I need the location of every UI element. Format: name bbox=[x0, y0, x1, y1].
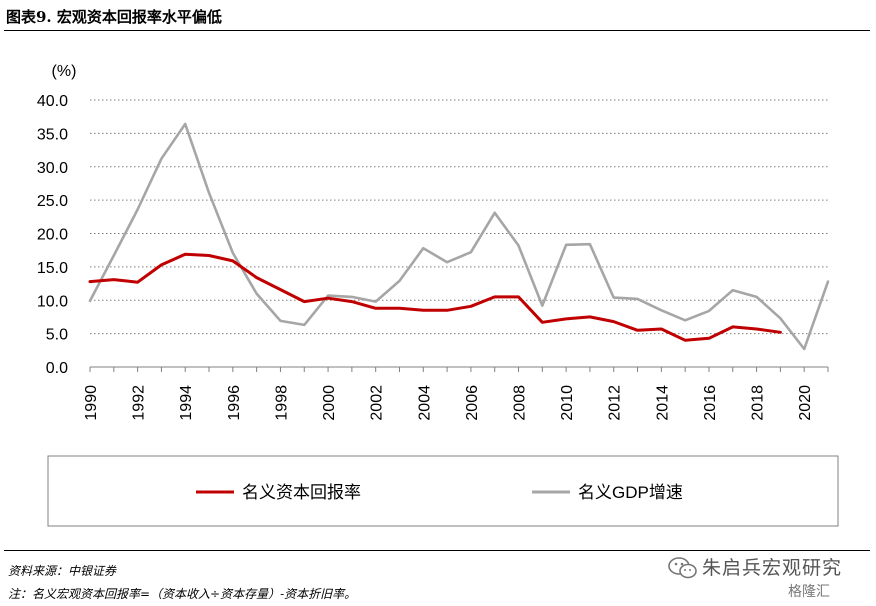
legend-label-gray: 名义GDP增速 bbox=[578, 483, 683, 502]
x-tick-label-2: 1994 bbox=[178, 385, 195, 421]
x-tick-label-14: 2018 bbox=[750, 385, 767, 421]
x-tick-label-6: 2002 bbox=[369, 385, 386, 421]
x-tick-label-12: 2014 bbox=[654, 385, 671, 421]
y-tick-labels: 0.0 5.0 10.0 15.0 20.0 25.0 30.0 35.0 40.0 bbox=[37, 93, 68, 377]
figure-title: 图表9. 宏观资本回报率水平偏低 bbox=[6, 8, 222, 26]
legend-label-red: 名义资本回报率 bbox=[242, 483, 361, 502]
y-tick-label-7: 35.0 bbox=[37, 126, 68, 143]
x-axis bbox=[89, 366, 829, 372]
y-tick-label-6: 30.0 bbox=[37, 160, 68, 177]
series-line-1 bbox=[88, 122, 830, 351]
series-lines bbox=[88, 122, 830, 351]
y-tick-label-5: 25.0 bbox=[37, 193, 68, 210]
gridlines bbox=[90, 99, 828, 335]
y-tick-label-3: 15.0 bbox=[37, 260, 68, 277]
wechat-icon bbox=[668, 557, 697, 579]
series-line-0 bbox=[88, 252, 782, 342]
x-tick-labels: 1990 1992 1994 1996 1998 2000 2002 2004 2006 2008… bbox=[83, 385, 814, 421]
y-tick-label-2: 10.0 bbox=[37, 293, 68, 310]
x-tick-label-15: 2020 bbox=[797, 385, 814, 421]
x-tick-label-0: 1990 bbox=[83, 385, 100, 421]
x-tick-label-4: 1998 bbox=[273, 385, 290, 421]
top-rule bbox=[4, 30, 870, 31]
watermark: 朱启兵宏观研究 格隆汇 bbox=[668, 553, 873, 603]
x-tick-label-13: 2016 bbox=[702, 385, 719, 421]
y-tick-label-4: 20.0 bbox=[37, 227, 68, 244]
y-axis-unit-label: (%) bbox=[52, 63, 77, 80]
watermark-text: 朱启兵宏观研究 bbox=[702, 557, 843, 579]
legend-box bbox=[47, 455, 839, 527]
x-tick-label-8: 2006 bbox=[464, 385, 481, 421]
watermark-sub: 格隆汇 bbox=[788, 584, 830, 600]
bottom-rule bbox=[4, 550, 870, 551]
source-note: 资料来源：中银证券 bbox=[8, 564, 117, 578]
y-tick-label-8: 40.0 bbox=[37, 93, 68, 110]
line-chart: (%) 0.0 5.0 10.0 15.0 20.0 25.0 30.0 35.0 40.0 1… bbox=[37, 63, 839, 527]
x-tick-label-5: 2000 bbox=[321, 385, 338, 421]
x-tick-label-11: 2012 bbox=[607, 385, 624, 421]
y-tick-label-0: 0.0 bbox=[46, 360, 68, 377]
formula-note: 注：名义宏观资本回报率=（资本收入÷资本存量）-资本折旧率。 bbox=[8, 587, 357, 601]
x-tick-label-1: 1992 bbox=[131, 385, 148, 421]
x-tick-label-10: 2010 bbox=[559, 385, 576, 421]
y-tick-label-1: 5.0 bbox=[46, 327, 68, 344]
x-tick-label-3: 1996 bbox=[226, 385, 243, 421]
x-tick-label-9: 2008 bbox=[512, 385, 529, 421]
x-tick-label-7: 2004 bbox=[416, 385, 433, 421]
